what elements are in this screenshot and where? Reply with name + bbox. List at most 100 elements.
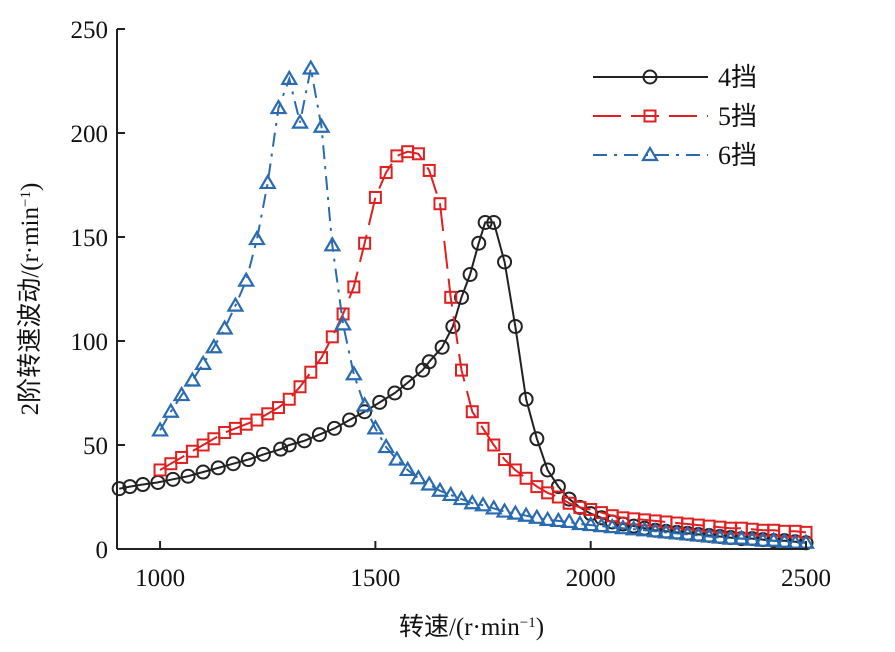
legend-marker	[641, 145, 659, 162]
series-layer	[111, 59, 815, 551]
data-point	[538, 510, 557, 526]
series-line	[159, 68, 806, 544]
data-point	[342, 412, 358, 428]
data-point	[721, 529, 740, 545]
data-point	[635, 521, 654, 537]
data-point	[462, 266, 478, 282]
data-point	[508, 463, 522, 477]
data-point	[387, 450, 406, 466]
data-point	[409, 469, 428, 485]
data-point	[204, 338, 223, 354]
data-point	[226, 296, 245, 312]
data-point	[347, 280, 361, 294]
data-point	[667, 524, 686, 540]
data-point	[161, 402, 180, 418]
data-point	[258, 173, 277, 190]
data-point	[312, 117, 331, 133]
x-axis-title-sup: −1	[520, 615, 536, 631]
data-point	[379, 166, 393, 180]
data-point	[465, 405, 479, 419]
data-point	[420, 475, 439, 491]
legend-label: 6挡	[718, 141, 757, 170]
data-point	[571, 514, 589, 531]
data-point	[764, 531, 783, 547]
data-point	[237, 271, 256, 287]
data-point	[172, 385, 191, 402]
y-axis-ticks: 0 50 100 150 200 250	[71, 17, 125, 564]
data-point	[377, 437, 396, 454]
data-point	[344, 365, 363, 381]
x-axis-title-tail: )	[536, 614, 544, 641]
data-point	[273, 441, 289, 457]
data-point	[487, 438, 501, 452]
y-tick-label: 0	[96, 537, 109, 564]
data-point	[732, 529, 751, 545]
data-point	[434, 339, 450, 355]
data-point	[560, 512, 579, 529]
data-point	[463, 494, 482, 510]
data-point	[497, 254, 513, 270]
data-point	[710, 528, 729, 544]
data-point	[325, 330, 339, 344]
data-point	[498, 453, 512, 467]
data-point	[372, 394, 388, 410]
data-point	[507, 318, 523, 334]
x-axis-title-main: 转速/(r·min	[399, 613, 520, 641]
data-point	[689, 526, 708, 542]
data-point	[271, 401, 285, 415]
data-point	[775, 532, 794, 548]
data-point	[441, 485, 460, 502]
legend-label: 5挡	[718, 102, 757, 131]
legend-item: 5挡	[593, 102, 757, 131]
data-point	[368, 190, 382, 204]
plot-area: 0 50 100 150 200 250 1000 1500 2000 2500	[71, 17, 832, 592]
data-point	[387, 385, 403, 401]
data-point	[624, 520, 643, 536]
data-point	[411, 147, 425, 161]
legend-marker	[643, 109, 657, 123]
y-axis-title-main: 2阶转速波动/(r·min	[16, 206, 44, 415]
data-point	[657, 523, 675, 539]
data-point	[326, 420, 342, 436]
data-point	[474, 496, 492, 512]
data-point	[454, 289, 469, 305]
x-axis-title: 转速/(r·min−1)	[399, 613, 544, 641]
data-point	[355, 396, 374, 412]
data-point	[281, 437, 297, 453]
legend-label: 4挡	[718, 63, 757, 92]
data-point	[255, 446, 271, 462]
data-point	[323, 236, 342, 252]
y-axis-title-tail: )	[17, 183, 44, 191]
data-point	[301, 59, 320, 75]
data-point	[194, 354, 213, 370]
y-tick-label: 100	[71, 329, 109, 356]
data-point	[422, 163, 436, 177]
data-point	[153, 463, 167, 477]
data-point	[592, 516, 611, 533]
data-point	[471, 235, 487, 251]
x-tick-label: 2500	[781, 565, 831, 592]
data-point	[366, 419, 385, 435]
data-point	[390, 149, 404, 163]
data-point	[225, 456, 241, 472]
data-point	[215, 319, 234, 335]
y-tick-label: 250	[71, 17, 109, 44]
data-point	[250, 413, 264, 427]
data-point	[540, 462, 556, 478]
data-point	[495, 502, 514, 518]
data-point	[506, 504, 525, 520]
data-point	[518, 391, 534, 407]
data-point	[421, 354, 437, 370]
x-tick-label: 1000	[135, 565, 185, 592]
data-point	[135, 477, 151, 493]
data-point	[754, 531, 772, 547]
data-point	[315, 351, 329, 365]
data-point	[477, 214, 493, 230]
x-axis-ticks: 1000 1500 2000 2500	[135, 541, 831, 592]
data-point	[700, 527, 719, 543]
data-point	[296, 433, 312, 449]
data-point	[180, 468, 196, 484]
data-point	[165, 471, 181, 487]
data-point	[111, 481, 127, 497]
legend-item: 4挡	[593, 63, 757, 92]
